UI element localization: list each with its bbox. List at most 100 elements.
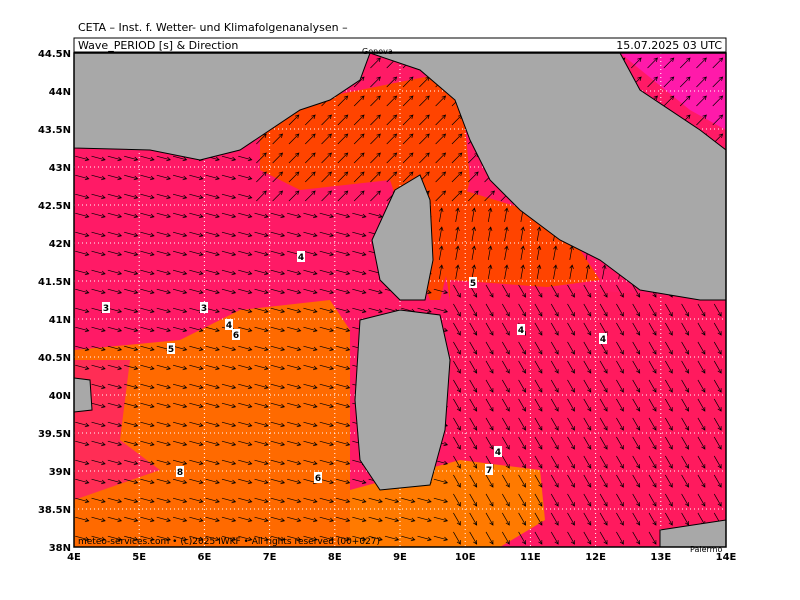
- arrow: [713, 322, 722, 336]
- contour-label: 4: [226, 321, 232, 331]
- arrow: [303, 497, 318, 504]
- arrow: [518, 284, 526, 298]
- arrow: [156, 326, 171, 333]
- contour-label: 6: [315, 474, 321, 484]
- arrow: [599, 360, 608, 374]
- arrow: [550, 341, 559, 355]
- arrow: [287, 383, 302, 390]
- arrow: [205, 326, 220, 333]
- arrow: [319, 326, 334, 333]
- arrow: [648, 398, 657, 412]
- arrow: [270, 250, 286, 257]
- arrow: [469, 436, 478, 450]
- arrow: [471, 207, 477, 222]
- arrow: [107, 402, 123, 409]
- arrow: [663, 76, 675, 88]
- arrow: [583, 341, 592, 355]
- arrow: [433, 478, 449, 485]
- arrow: [124, 383, 139, 390]
- sea-adriatic: [620, 53, 726, 130]
- arrow: [91, 440, 106, 447]
- arrow: [221, 364, 237, 371]
- arrow: [697, 436, 706, 450]
- arrow: [156, 516, 171, 523]
- lon-tick-label: 4E: [67, 552, 81, 563]
- arrow: [75, 155, 90, 162]
- arrow: [599, 398, 608, 412]
- arrow: [417, 497, 432, 504]
- arrow: [453, 455, 461, 469]
- arrow: [156, 383, 171, 390]
- arrow: [156, 535, 171, 542]
- lat-tick-label: 38.5N: [38, 505, 71, 516]
- arrow: [319, 497, 334, 504]
- arrow: [189, 345, 204, 352]
- lat-tick-label: 38N: [49, 543, 71, 554]
- arrow: [107, 174, 123, 181]
- sea-east: [450, 280, 726, 547]
- arrow: [386, 114, 398, 126]
- arrow: [205, 212, 220, 219]
- arrow: [91, 478, 106, 485]
- contour-label: 7: [486, 466, 492, 476]
- arrow: [583, 303, 592, 317]
- arrow: [471, 245, 477, 260]
- arrow: [534, 360, 543, 374]
- sea-red: [74, 360, 160, 500]
- arrow: [124, 155, 139, 162]
- arrow: [352, 516, 367, 523]
- arrow: [270, 212, 286, 219]
- arrow: [337, 114, 349, 126]
- arrow: [189, 326, 204, 333]
- arrow: [140, 326, 155, 333]
- labels: 4E 5E 6E 7E 8E 9E 10E 11E 12E 13E 14E 44.5N 44N 43.5N…: [38, 49, 737, 563]
- arrow: [270, 345, 286, 352]
- arrow: [485, 531, 494, 545]
- arrow: [303, 535, 318, 542]
- arrow: [370, 171, 381, 183]
- arrow: [679, 76, 691, 88]
- lon-tick-label: 5E: [132, 552, 146, 563]
- arrow: [550, 398, 559, 412]
- arrow: [321, 152, 332, 164]
- lat-tick-label: 44.5N: [38, 49, 71, 60]
- arrow: [402, 171, 414, 183]
- arrow: [471, 226, 477, 241]
- arrow: [681, 417, 689, 431]
- contour-label: 5: [168, 345, 174, 355]
- lat-tick-label: 39.5N: [38, 429, 71, 440]
- arrow: [335, 345, 351, 352]
- arrow: [156, 250, 171, 257]
- arrow: [335, 497, 351, 504]
- arrow: [352, 478, 367, 485]
- lat-tick-label: 40N: [49, 391, 71, 402]
- arrow: [303, 288, 318, 295]
- arrow: [238, 155, 253, 162]
- arrow: [172, 269, 188, 276]
- arrow: [697, 303, 706, 317]
- arrow: [107, 193, 123, 200]
- arrow: [583, 360, 592, 374]
- arrow: [319, 288, 334, 295]
- arrow: [536, 226, 542, 241]
- arrow: [453, 474, 461, 488]
- arrow: [321, 190, 332, 202]
- arrow: [205, 364, 220, 371]
- arrow: [238, 402, 253, 409]
- arrow: [335, 535, 351, 542]
- arrow: [469, 360, 478, 374]
- arrow: [455, 207, 460, 222]
- arrow: [567, 379, 575, 393]
- arrow: [238, 231, 253, 238]
- arrow: [221, 383, 237, 390]
- arrow: [632, 360, 641, 374]
- land-sicily: [659, 519, 726, 547]
- arrow: [172, 459, 188, 466]
- arrow: [664, 303, 673, 317]
- lat-tick-label: 41.5N: [38, 277, 71, 288]
- arrow: [435, 133, 447, 145]
- arrow: [353, 95, 365, 107]
- arrow: [713, 455, 722, 469]
- arrow: [632, 512, 641, 526]
- arrow: [550, 322, 559, 336]
